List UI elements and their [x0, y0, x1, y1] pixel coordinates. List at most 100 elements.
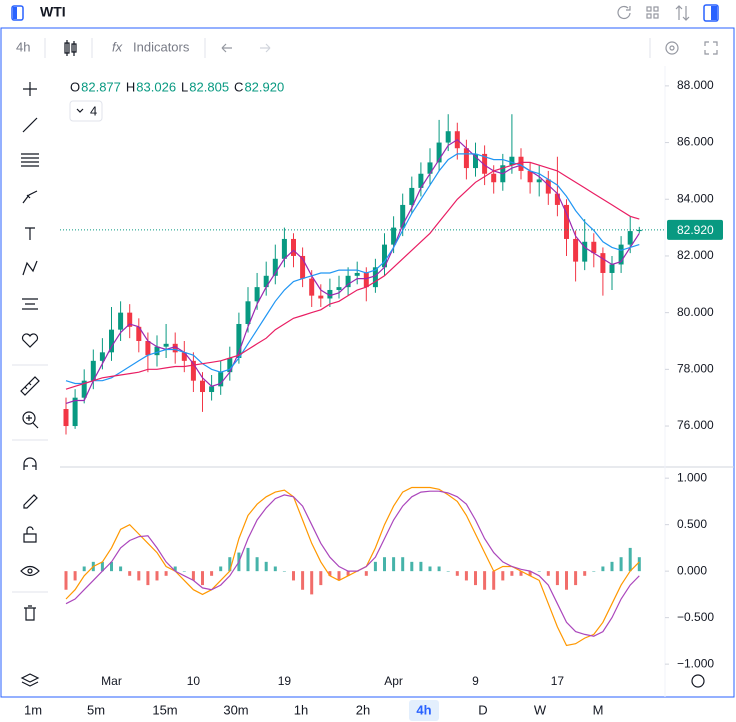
- crosshair-tool[interactable]: [23, 82, 37, 96]
- candle-body: [163, 343, 169, 347]
- x-tick-label: 10: [187, 674, 201, 688]
- redo-icon[interactable]: [260, 43, 271, 53]
- y-tick-label: 86.000: [677, 135, 714, 149]
- y-tick-label: 76.000: [677, 418, 714, 432]
- timeframe-button[interactable]: 5m: [87, 702, 105, 717]
- legend-value: 82.805: [189, 79, 229, 94]
- hide-tool[interactable]: [20, 565, 40, 577]
- grid-icon[interactable]: [646, 6, 659, 19]
- timeframe-button[interactable]: 1m: [24, 702, 42, 717]
- undo-icon[interactable]: [221, 43, 232, 53]
- candle-body: [227, 358, 233, 373]
- legend-key: O: [70, 79, 80, 94]
- histogram-bar: [319, 571, 323, 586]
- histogram-bar: [310, 571, 314, 595]
- candle-body: [627, 231, 633, 245]
- fullscreen-icon[interactable]: [704, 41, 718, 55]
- interval-button[interactable]: 4h: [16, 39, 30, 54]
- histogram-bar: [619, 557, 623, 572]
- candle-body: [418, 173, 424, 188]
- candle-body: [118, 312, 124, 330]
- ruler-tool[interactable]: [20, 376, 40, 396]
- remove-tool[interactable]: [24, 605, 36, 621]
- candle-body: [336, 287, 342, 290]
- axis-settings-icon[interactable]: [691, 674, 705, 688]
- candle-body: [263, 275, 269, 288]
- histogram-bar: [246, 547, 250, 572]
- histogram-bar: [337, 571, 341, 581]
- y-tick-label: −0.500: [677, 610, 714, 624]
- timeframe-button[interactable]: 2h: [356, 702, 370, 717]
- candle-body: [63, 409, 69, 427]
- object-tree[interactable]: [20, 673, 40, 687]
- settings-icon[interactable]: [665, 41, 679, 55]
- histogram-bar: [392, 557, 396, 572]
- prediction-tool[interactable]: [22, 298, 38, 310]
- timeframe-button[interactable]: M: [593, 702, 604, 717]
- chart-type-icon[interactable]: [64, 40, 77, 56]
- candle-body: [609, 264, 615, 273]
- histogram-bar: [110, 561, 113, 572]
- zoom-tool-handle: [26, 415, 39, 429]
- indicators-toggle-chevron: [76, 108, 84, 113]
- candle-body: [636, 229, 642, 232]
- timeframe-button[interactable]: W: [534, 702, 547, 717]
- pattern-tool[interactable]: [22, 260, 38, 276]
- histogram-bar: [574, 571, 578, 586]
- candle-body: [354, 272, 360, 276]
- y-tick-label: 0.000: [677, 563, 707, 577]
- brush-tool[interactable]: [22, 190, 38, 204]
- candle-body: [564, 204, 569, 239]
- timeframe-button[interactable]: 4h: [416, 702, 431, 717]
- legend-key: L: [181, 79, 188, 94]
- timeframe-button[interactable]: 30m: [223, 702, 248, 717]
- histogram-bar: [510, 571, 514, 576]
- histogram-bar: [273, 566, 277, 572]
- header: WTI: [11, 4, 719, 22]
- refresh-icon[interactable]: [617, 5, 631, 20]
- fx-icon[interactable]: fx: [112, 39, 123, 54]
- candle-body: [554, 193, 560, 205]
- histogram-bar: [528, 571, 532, 576]
- legend-key: C: [234, 79, 243, 94]
- histogram-bar: [474, 571, 477, 586]
- stay-drawing-tool[interactable]: [23, 494, 38, 509]
- timeframe-button[interactable]: 1h: [294, 702, 308, 717]
- candle-body: [363, 272, 369, 288]
- sort-icon[interactable]: [675, 5, 690, 21]
- histogram-bar: [173, 566, 177, 572]
- hide-tool-pupil: [27, 568, 33, 574]
- symbol[interactable]: WTI: [40, 4, 66, 20]
- zoom-tool[interactable]: [22, 411, 36, 425]
- candle-body: [509, 156, 515, 166]
- trendline-tool[interactable]: [22, 117, 38, 133]
- histogram-bar: [228, 557, 232, 572]
- histogram-bar: [637, 557, 641, 572]
- icons-tool[interactable]: [21, 333, 39, 348]
- candle-body: [245, 301, 251, 324]
- histogram-bar: [546, 571, 550, 576]
- histogram-bar: [583, 571, 587, 576]
- lock-tool[interactable]: [23, 526, 37, 543]
- indicators-button[interactable]: Indicators: [133, 39, 190, 54]
- text-tool[interactable]: [25, 227, 35, 240]
- candle-body: [391, 227, 397, 245]
- histogram-bar: [364, 571, 368, 576]
- candle-body: [272, 258, 278, 276]
- histogram-bar: [301, 571, 305, 590]
- magnet-tool[interactable]: [23, 457, 37, 470]
- histogram-bar: [373, 561, 377, 572]
- histogram-bar: [437, 566, 441, 572]
- histogram-bar: [610, 561, 614, 572]
- timeframe-button[interactable]: 15m: [152, 702, 177, 717]
- candle-body: [291, 238, 296, 256]
- histogram-bar: [164, 571, 168, 576]
- timeframe-button[interactable]: D: [478, 702, 487, 717]
- fib-tool[interactable]: [21, 153, 39, 167]
- indicators-toggle[interactable]: [69, 100, 103, 122]
- legend-value: 82.877: [81, 79, 121, 94]
- y-tick-label: 78.000: [677, 362, 714, 376]
- histogram-bar: [592, 571, 596, 572]
